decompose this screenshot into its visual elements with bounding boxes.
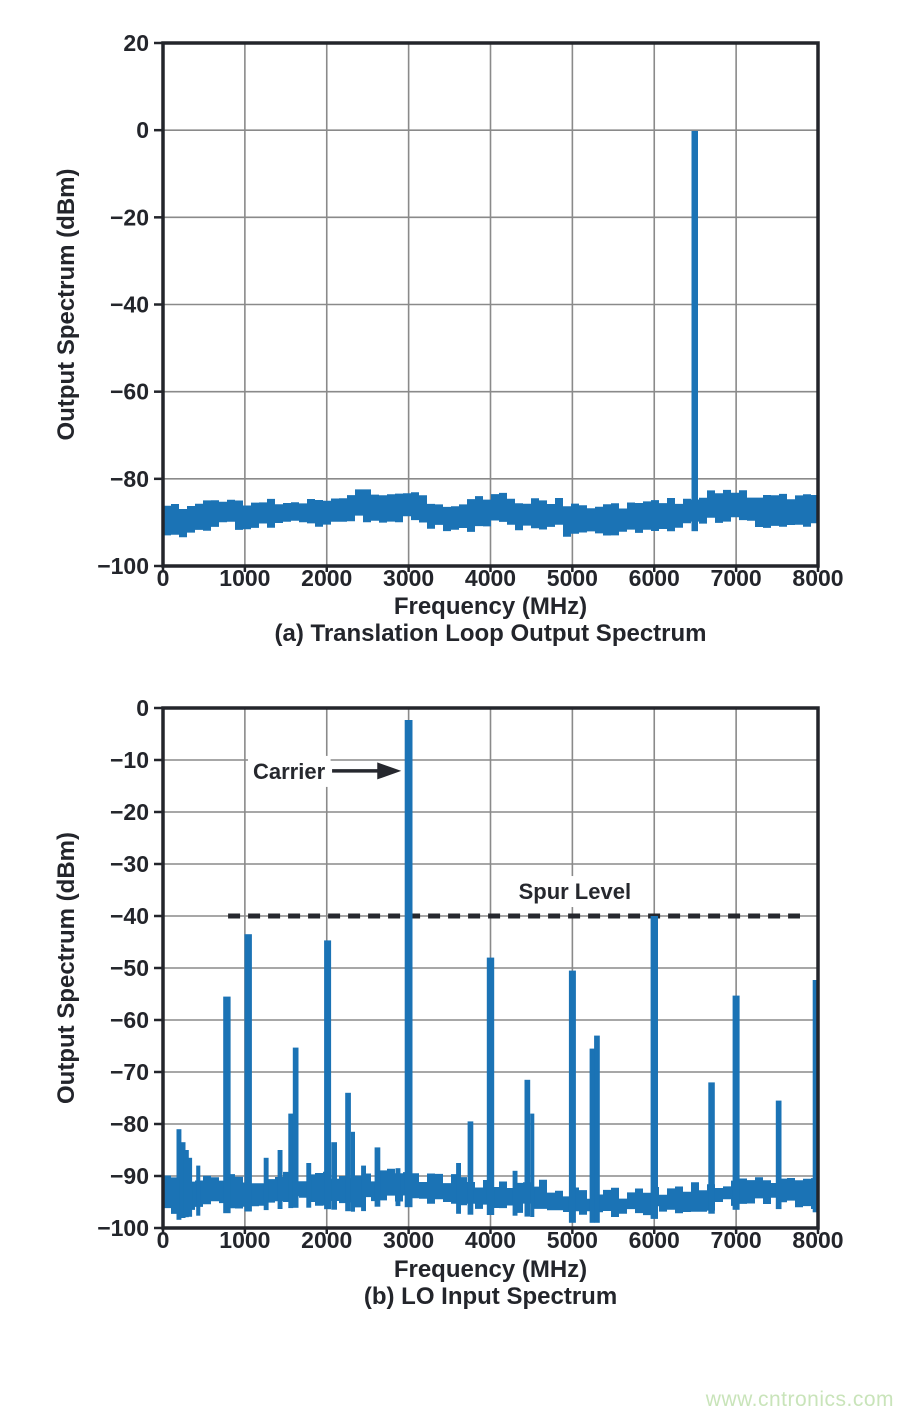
x-tick-label: 5000 xyxy=(547,1227,598,1253)
y-tick-label: −80 xyxy=(110,1111,149,1137)
y-tick-label: 0 xyxy=(136,695,149,721)
spur-bar xyxy=(589,1048,595,1223)
x-tick-label: 0 xyxy=(157,565,170,591)
y-tick-label: −20 xyxy=(110,799,149,825)
y-tick-label: −20 xyxy=(110,204,149,230)
spur-bar xyxy=(568,970,576,1223)
y-tick-label: −60 xyxy=(110,379,149,405)
spur-bar xyxy=(524,1079,531,1217)
noise-band xyxy=(163,489,818,538)
spur-at-spur-level xyxy=(650,916,658,1219)
watermark: www.cntronics.com xyxy=(705,1388,894,1411)
spur-bar xyxy=(183,1150,189,1218)
spur-bar xyxy=(361,1165,366,1212)
spur-bar xyxy=(196,1165,201,1216)
x-tick-label: 1000 xyxy=(219,1227,270,1253)
y-tick-label: −70 xyxy=(110,1059,149,1085)
spur-bar xyxy=(812,980,818,1213)
spur-bars xyxy=(691,131,698,532)
spur-bar xyxy=(775,1100,782,1210)
x-tick-label: 7000 xyxy=(711,1227,762,1253)
spur-bar xyxy=(708,1082,715,1214)
spur-bar xyxy=(292,1047,299,1208)
spur-bar xyxy=(306,1163,312,1208)
y-tick-label: −40 xyxy=(110,903,149,929)
x-tick-label: 3000 xyxy=(383,1227,434,1253)
y-axis-label: Output Spectrum (dBm) xyxy=(53,169,80,441)
y-tick-label: −100 xyxy=(97,1215,149,1241)
x-tick-label: 2000 xyxy=(301,1227,352,1253)
spur-bar xyxy=(179,1142,186,1218)
y-tick-label: −50 xyxy=(110,955,149,981)
chart-caption: (b) LO Input Spectrum xyxy=(364,1283,617,1310)
x-axis-label: Frequency (MHz) xyxy=(394,593,587,620)
y-tick-label: −30 xyxy=(110,851,149,877)
x-axis-label: Frequency (MHz) xyxy=(394,1256,587,1283)
grid-lines xyxy=(163,43,818,566)
y-axis-label: Output Spectrum (dBm) xyxy=(53,832,80,1104)
spur-bar xyxy=(486,957,495,1215)
x-tick-label: 0 xyxy=(157,1227,170,1253)
spur-bar xyxy=(331,1142,337,1210)
spur-bar xyxy=(732,995,740,1210)
spur-bar xyxy=(512,1170,518,1216)
x-tick-label: 3000 xyxy=(383,565,434,591)
spur-bar xyxy=(244,934,252,1212)
y-tick-label: −40 xyxy=(110,292,149,318)
spur-bar xyxy=(350,1131,355,1212)
chart-caption: (a) Translation Loop Output Spectrum xyxy=(275,620,707,647)
spur-bars xyxy=(176,720,818,1223)
spur-bar xyxy=(594,1035,600,1223)
y-tick-label: −80 xyxy=(110,466,149,492)
chart-a: 0 1000 2000 3000 4000 5000 6000 7000 8000 20 0 −20 −… xyxy=(53,30,844,647)
spur-bar xyxy=(345,1092,351,1212)
spur-bar xyxy=(374,1147,381,1207)
spur-bar xyxy=(277,1150,283,1209)
spur-bar xyxy=(263,1157,269,1211)
carrier-label: Carrier xyxy=(253,759,326,784)
spur-level-label-backing xyxy=(513,876,637,908)
x-tick-label: 6000 xyxy=(629,565,680,591)
spur-bar xyxy=(223,996,231,1214)
spur-bar xyxy=(324,940,332,1210)
axis-ticks: 0 1000 2000 3000 4000 5000 6000 7000 8000 0 −10 −20… xyxy=(97,695,843,1253)
x-tick-label: 8000 xyxy=(792,1227,843,1253)
carrier-arrow-head xyxy=(377,762,402,780)
y-tick-label: −60 xyxy=(110,1007,149,1033)
x-tick-label: 7000 xyxy=(711,565,762,591)
x-tick-label: 6000 xyxy=(629,1227,680,1253)
spur-level-label: Spur Level xyxy=(519,879,631,904)
spur-bar xyxy=(395,1168,401,1207)
x-tick-label: 4000 xyxy=(465,565,516,591)
spur-bar xyxy=(456,1163,461,1214)
y-tick-label: 0 xyxy=(136,117,149,143)
axis-ticks: 0 1000 2000 3000 4000 5000 6000 7000 8000 20 0 −20 −… xyxy=(97,30,843,591)
carrier-label-backing xyxy=(248,755,331,787)
spur-bar xyxy=(530,1113,535,1217)
y-tick-label: −90 xyxy=(110,1163,149,1189)
spur-bar xyxy=(188,1157,193,1217)
x-tick-label: 1000 xyxy=(219,565,270,591)
x-tick-label: 2000 xyxy=(301,565,352,591)
y-tick-label: −100 xyxy=(97,553,149,579)
spur-bar xyxy=(467,1121,474,1215)
spur-bar xyxy=(176,1129,182,1220)
y-tick-label: 20 xyxy=(123,30,149,56)
spur-bar xyxy=(288,1113,294,1209)
carrier-peak xyxy=(404,720,413,1208)
x-tick-label: 4000 xyxy=(465,1227,516,1253)
output-tone xyxy=(691,131,698,532)
y-tick-label: −10 xyxy=(110,747,149,773)
chart-b: 0 1000 2000 3000 4000 5000 6000 7000 8000 0 −10 −20… xyxy=(53,695,844,1310)
x-tick-label: 8000 xyxy=(792,565,843,591)
x-tick-label: 5000 xyxy=(547,565,598,591)
